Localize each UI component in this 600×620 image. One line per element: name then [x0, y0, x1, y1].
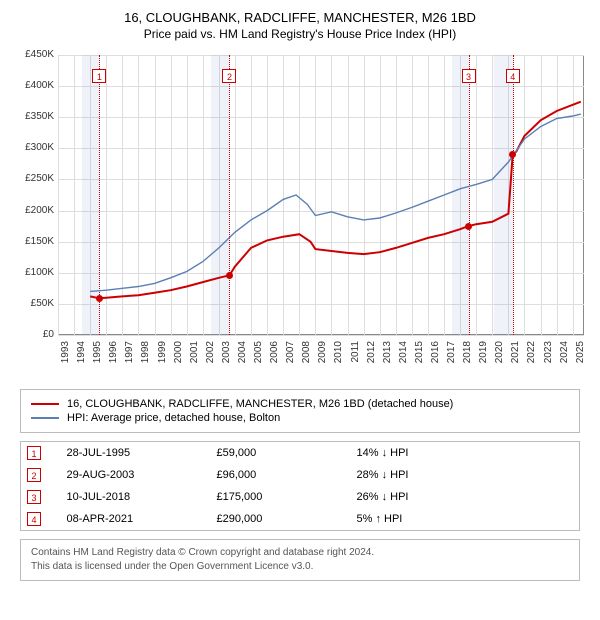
event-cell: £175,000	[211, 486, 351, 508]
event-cell: 2	[21, 464, 61, 486]
event-badge: 1	[27, 446, 41, 460]
marker-dot	[96, 295, 103, 302]
event-row: 1 28-JUL-1995£59,00014% ↓ HPI	[21, 442, 580, 465]
event-cell: £290,000	[211, 508, 351, 531]
legend-swatch	[31, 403, 59, 405]
legend-item: HPI: Average price, detached house, Bolt…	[31, 412, 569, 424]
event-cell: 4	[21, 508, 61, 531]
legend-label: HPI: Average price, detached house, Bolt…	[67, 412, 280, 424]
event-badge: 4	[27, 512, 41, 526]
marker-badge: 3	[462, 69, 476, 83]
marker-badge: 4	[506, 69, 520, 83]
event-cell: 3	[21, 486, 61, 508]
event-cell: 29-AUG-2003	[61, 464, 211, 486]
marker-dot	[465, 223, 472, 230]
legend-box: 16, CLOUGHBANK, RADCLIFFE, MANCHESTER, M…	[20, 389, 580, 433]
event-cell: 1	[21, 442, 61, 465]
event-cell: 14% ↓ HPI	[351, 442, 580, 465]
event-cell: £59,000	[211, 442, 351, 465]
event-cell: 5% ↑ HPI	[351, 508, 580, 531]
series-svg	[10, 51, 590, 381]
event-cell: 28% ↓ HPI	[351, 464, 580, 486]
event-badge: 3	[27, 490, 41, 504]
legend-swatch	[31, 417, 59, 419]
event-cell: 26% ↓ HPI	[351, 486, 580, 508]
chart-area: £0£50K£100K£150K£200K£250K£300K£350K£400…	[10, 51, 590, 381]
marker-dot	[226, 272, 233, 279]
series-hpi	[90, 114, 581, 291]
legend-label: 16, CLOUGHBANK, RADCLIFFE, MANCHESTER, M…	[67, 398, 453, 410]
footer-line-2: This data is licensed under the Open Gov…	[31, 560, 569, 574]
event-row: 2 29-AUG-2003£96,00028% ↓ HPI	[21, 464, 580, 486]
chart-subtitle: Price paid vs. HM Land Registry's House …	[10, 27, 590, 41]
event-row: 3 10-JUL-2018£175,00026% ↓ HPI	[21, 486, 580, 508]
footer-box: Contains HM Land Registry data © Crown c…	[20, 539, 580, 581]
marker-badge: 1	[92, 69, 106, 83]
legend-item: 16, CLOUGHBANK, RADCLIFFE, MANCHESTER, M…	[31, 398, 569, 410]
event-cell: 10-JUL-2018	[61, 486, 211, 508]
series-price_paid	[90, 102, 581, 299]
footer-line-1: Contains HM Land Registry data © Crown c…	[31, 546, 569, 560]
marker-badge: 2	[222, 69, 236, 83]
chart-container: 16, CLOUGHBANK, RADCLIFFE, MANCHESTER, M…	[0, 0, 600, 589]
event-cell: 28-JUL-1995	[61, 442, 211, 465]
event-cell: 08-APR-2021	[61, 508, 211, 531]
chart-title: 16, CLOUGHBANK, RADCLIFFE, MANCHESTER, M…	[10, 10, 590, 25]
event-cell: £96,000	[211, 464, 351, 486]
event-row: 4 08-APR-2021£290,0005% ↑ HPI	[21, 508, 580, 531]
event-badge: 2	[27, 468, 41, 482]
events-table: 1 28-JUL-1995£59,00014% ↓ HPI 2 29-AUG-2003…	[20, 441, 580, 531]
